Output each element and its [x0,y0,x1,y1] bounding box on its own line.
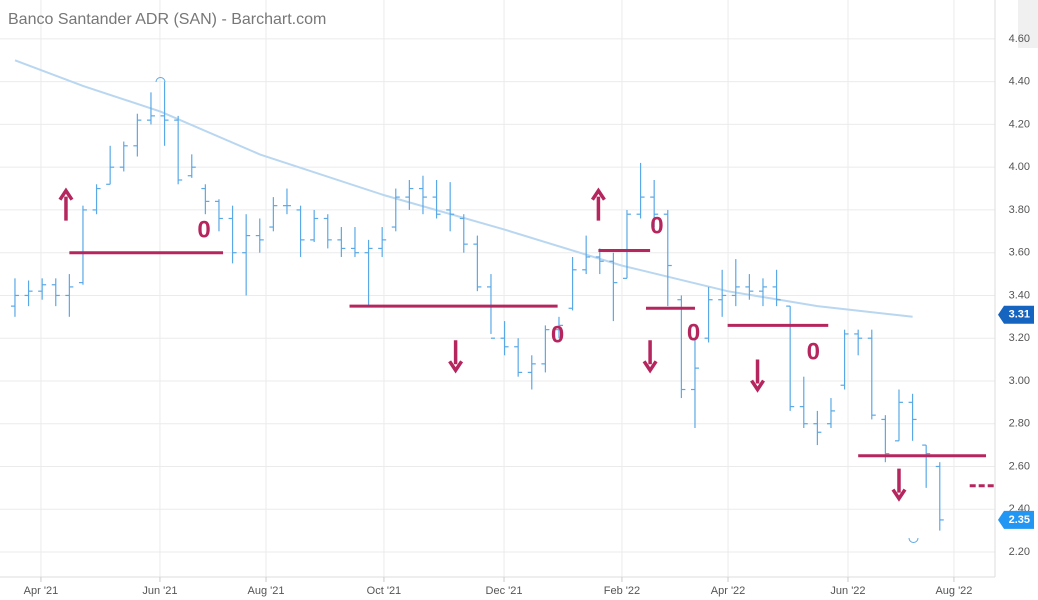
chart-title: Banco Santander ADR (SAN) - Barchart.com [8,11,326,28]
x-tick-label: Jun '22 [830,585,865,597]
x-tick-label: Dec '21 [486,585,523,597]
y-tick-label: 3.60 [1009,247,1030,259]
y-tick-label: 3.20 [1009,332,1030,344]
y-tick-label: 4.00 [1009,161,1030,173]
x-tick-label: Aug '21 [248,585,285,597]
x-tick-label: Apr '21 [24,585,59,597]
y-tick-label: 2.20 [1009,546,1030,558]
low-marker [908,537,919,543]
y-tick-label: 4.40 [1009,76,1030,88]
annotation: 0 [197,217,210,244]
price-label: 2.35 [1009,514,1030,526]
y-tick-label: 3.40 [1009,289,1030,301]
signal-arrow [448,340,464,374]
y-tick-label: 4.60 [1009,33,1030,45]
x-tick-label: Apr '22 [711,585,746,597]
price-label: 3.31 [1009,309,1030,321]
annotation: 0 [551,321,564,348]
high-marker [155,77,166,83]
x-tick-label: Jun '21 [142,585,177,597]
signal-arrow [590,187,606,221]
y-tick-label: 2.60 [1009,460,1030,472]
signal-arrow [891,468,907,502]
annotation: 0 [687,319,700,346]
x-tick-label: Oct '21 [367,585,402,597]
x-tick-label: Feb '22 [604,585,640,597]
y-tick-label: 3.00 [1009,375,1030,387]
annotation: 0 [807,339,820,366]
y-tick-label: 2.80 [1009,418,1030,430]
annotation: 0 [650,212,663,239]
signal-arrow [750,359,765,393]
y-tick-label: 3.80 [1009,204,1030,216]
signal-arrow [642,340,658,374]
x-tick-label: Aug '22 [935,585,972,597]
signal-arrow [58,187,74,221]
price-label-box [998,305,1034,324]
y-tick-label: 4.20 [1009,118,1030,130]
price-label-box [998,510,1034,529]
trend-line [14,59,913,318]
scroll-area [1018,0,1038,48]
